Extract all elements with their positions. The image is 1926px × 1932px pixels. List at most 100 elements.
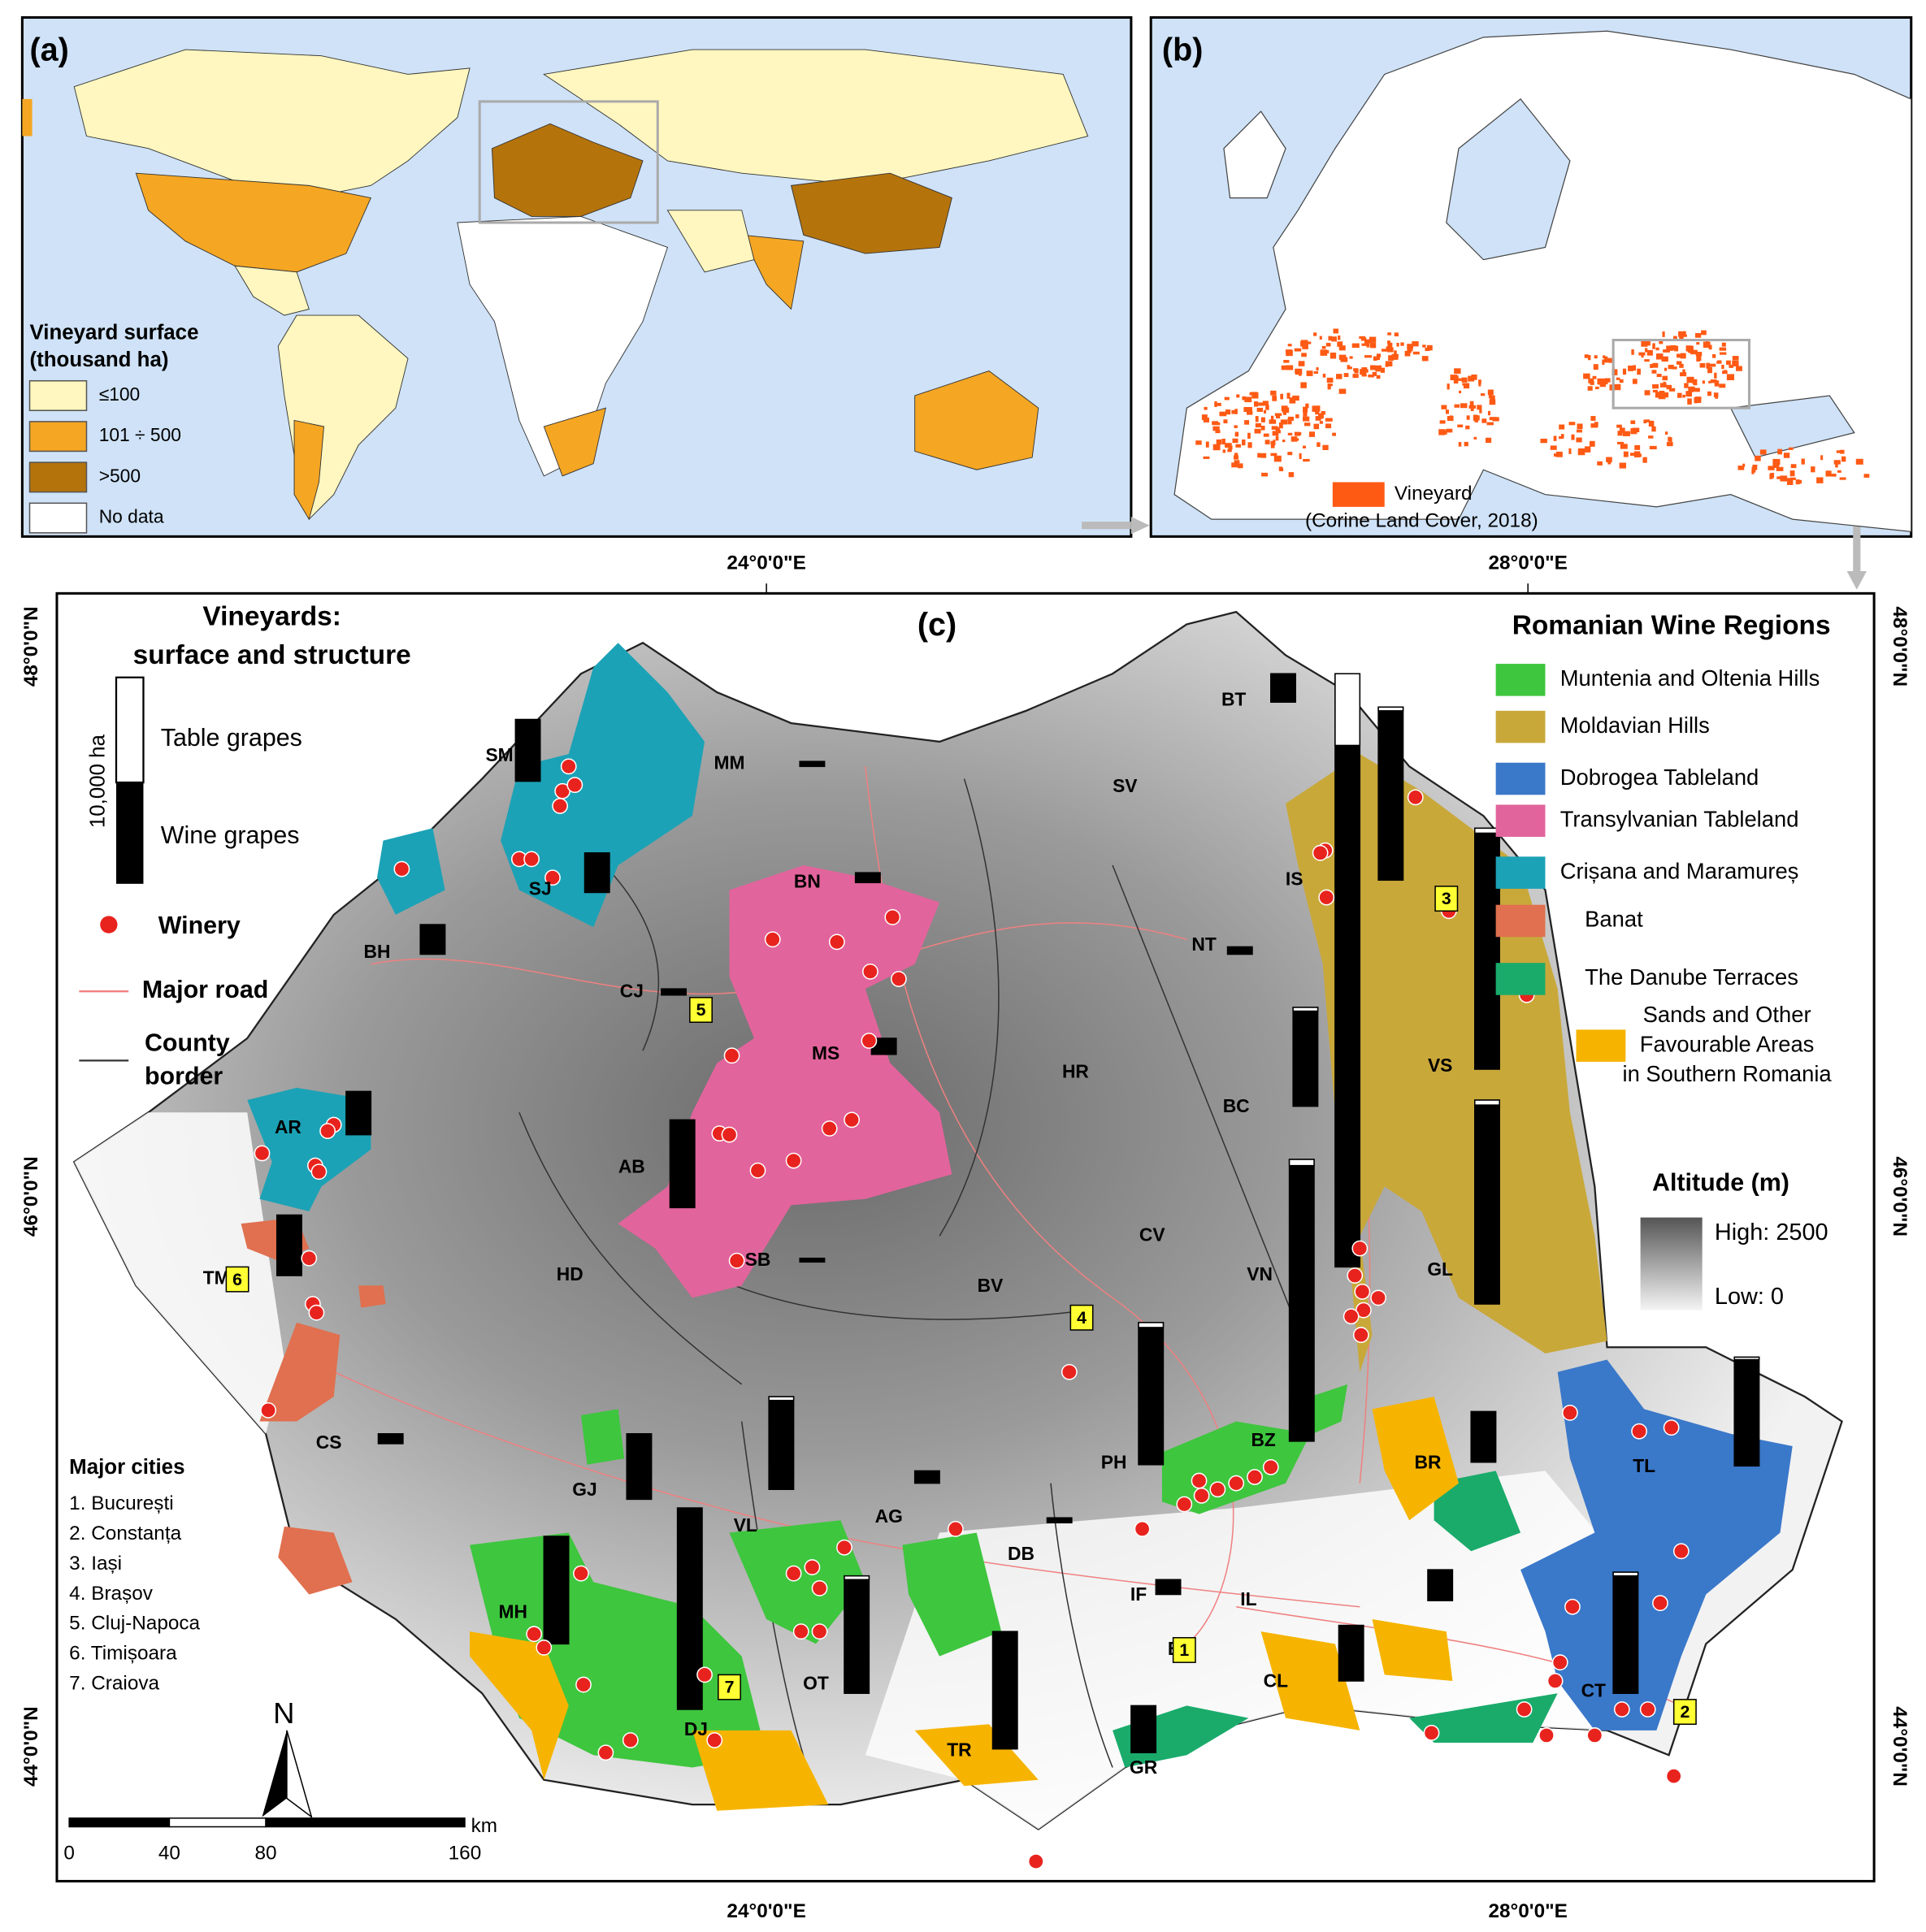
vineyard-patch — [1295, 368, 1303, 375]
vineyard-patch — [1322, 374, 1326, 378]
legend-title: Major cities — [69, 1456, 184, 1479]
vineyard-patch — [1650, 364, 1653, 368]
vineyard-patch — [1263, 433, 1269, 437]
vineyard-patch — [1592, 375, 1597, 379]
legend-swatch — [1576, 1029, 1626, 1062]
wine-region — [501, 643, 705, 928]
vineyard-bar — [991, 1631, 1018, 1750]
vineyard-patch — [1303, 445, 1306, 448]
vineyard-patch — [1608, 357, 1615, 363]
vineyard-patch — [1247, 407, 1252, 414]
vineyard-patch — [1300, 382, 1307, 388]
land — [740, 234, 805, 310]
scale-tick-label: 160 — [449, 1842, 482, 1864]
vineyard-patch — [1219, 411, 1227, 417]
winery — [319, 1123, 336, 1139]
vineyard-patch — [1447, 416, 1454, 422]
vineyard-patch — [1587, 386, 1593, 391]
winery — [1639, 1701, 1656, 1718]
vineyard-patch — [1481, 418, 1487, 423]
county-label: GL — [1427, 1258, 1453, 1280]
vineyard-patch — [1682, 394, 1685, 398]
vineyard-patch — [1788, 447, 1794, 450]
table-grape-bar — [1138, 1322, 1165, 1328]
vineyard-patch — [1732, 360, 1739, 367]
vineyard-patch — [1597, 461, 1603, 466]
vineyard-bar — [1288, 1159, 1315, 1442]
vineyard-patch — [1241, 439, 1246, 446]
vineyard-patch — [1464, 441, 1468, 447]
vineyard-patch — [1303, 406, 1308, 413]
vineyard-patch — [1287, 452, 1293, 456]
city-marker-label: 2 — [1680, 1702, 1690, 1722]
county-label: DJ — [684, 1718, 708, 1739]
winery — [1193, 1487, 1210, 1504]
winery — [821, 1120, 838, 1137]
county-label: IL — [1240, 1588, 1256, 1609]
county-label: BR — [1414, 1451, 1441, 1472]
winery — [1209, 1481, 1226, 1498]
vineyard-patch — [1485, 437, 1492, 444]
land — [666, 210, 755, 273]
legend-item: Transylvanian Tableland — [1560, 806, 1799, 831]
vineyard-patch — [1649, 445, 1657, 450]
vineyard-patch — [1583, 373, 1590, 379]
vineyard-patch — [1389, 355, 1397, 360]
county-label: TL — [1633, 1455, 1655, 1476]
vineyard-patch — [1404, 350, 1411, 357]
vineyard-bar — [1338, 1624, 1364, 1682]
vineyard-patch — [1251, 392, 1258, 396]
vineyard-patch — [1668, 436, 1671, 442]
vineyard-patch — [1840, 449, 1845, 454]
vineyard-patch — [1673, 336, 1677, 340]
vineyard-patch — [1696, 355, 1702, 362]
vineyard-patch — [1465, 425, 1470, 430]
vineyard-patch — [1262, 401, 1269, 406]
winery — [1652, 1595, 1668, 1612]
vineyard-patch — [1289, 397, 1296, 404]
vineyard-patch — [1373, 356, 1377, 361]
vineyard-patch — [1801, 458, 1805, 465]
vineyard-patch — [1694, 388, 1700, 392]
vineyard-patch — [1295, 438, 1299, 441]
wine-region — [914, 1724, 1039, 1787]
vineyard-patch — [1450, 375, 1458, 381]
vineyard-patch — [1695, 352, 1703, 357]
vineyard-patch — [1648, 435, 1654, 439]
vineyard-patch — [1679, 335, 1684, 341]
county-label: AG — [875, 1505, 903, 1527]
vineyard-patch — [1655, 347, 1659, 351]
legend-item: Dobrogea Tableland — [1560, 765, 1759, 790]
vineyard-patch — [1646, 349, 1653, 356]
scale-bar — [68, 1817, 171, 1828]
vineyard-patch — [1644, 390, 1651, 396]
vineyard-patch — [1479, 409, 1482, 414]
vineyard-patch — [1647, 340, 1651, 346]
vineyard-patch — [1354, 368, 1359, 374]
vineyard-patch — [1780, 475, 1788, 482]
winery — [1347, 1267, 1364, 1284]
legend-swatch — [28, 421, 88, 453]
vineyard-patch — [1370, 342, 1377, 349]
wine-region — [259, 1322, 341, 1422]
vineyard-patch — [1577, 423, 1583, 430]
land — [293, 419, 325, 521]
scale-tick-label: 80 — [255, 1842, 277, 1864]
vineyard-patch — [1205, 441, 1209, 448]
wine-region — [729, 1520, 865, 1644]
county-label: AR — [275, 1116, 301, 1137]
city-marker — [1172, 1637, 1196, 1663]
vineyard-patch — [1318, 413, 1324, 418]
legend-title: Vineyards: — [202, 602, 341, 632]
vineyard-patch — [1489, 399, 1496, 405]
vineyard-patch — [1228, 445, 1233, 450]
vineyard-patch — [1772, 458, 1781, 466]
vineyard-patch — [1474, 419, 1478, 422]
vineyard-patch — [1651, 426, 1656, 432]
vineyard-patch — [1224, 443, 1232, 448]
table-grape-bar — [1292, 1007, 1319, 1012]
land — [73, 49, 471, 199]
winery — [947, 1521, 964, 1537]
county-label: OT — [803, 1673, 829, 1694]
vineyard-patch — [1372, 371, 1377, 376]
